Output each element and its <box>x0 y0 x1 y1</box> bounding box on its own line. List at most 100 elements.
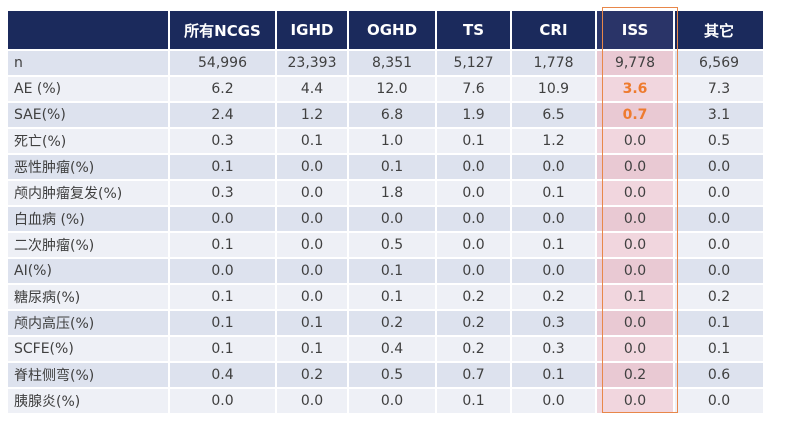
adverse-events-table: 所有NCGS IGHD OGHD TS CRI ISS 其它 n 54,996 23… <box>6 9 765 415</box>
table-cell: 0.4 <box>170 363 275 387</box>
header-oghd: OGHD <box>349 11 435 49</box>
table-cell: 0.1 <box>170 337 275 361</box>
table-cell: 0.3 <box>170 129 275 153</box>
header-iss: ISS <box>597 11 673 49</box>
table-cell: 0.0 <box>675 233 763 257</box>
table-cell: 0.1 <box>170 311 275 335</box>
table-cell: 0.0 <box>512 259 595 283</box>
table-cell: 5,127 <box>437 51 510 75</box>
table-cell: 0.1 <box>675 311 763 335</box>
table-cell: 0.1 <box>349 155 435 179</box>
table-cell: 0.0 <box>597 129 673 153</box>
table-cell: 0.2 <box>437 337 510 361</box>
table-cell: 23,393 <box>277 51 347 75</box>
table-row: 二次肿瘤(%) 0.1 0.0 0.5 0.0 0.1 0.0 0.0 <box>8 233 763 257</box>
table-cell: 0.2 <box>675 285 763 309</box>
table-row: n 54,996 23,393 8,351 5,127 1,778 9,778 6,569 <box>8 51 763 75</box>
table-cell: 0.1 <box>512 233 595 257</box>
table-cell: 0.1 <box>437 389 510 413</box>
table-cell: 1.0 <box>349 129 435 153</box>
table-cell: 0.1 <box>277 311 347 335</box>
table-cell: 3.1 <box>675 103 763 127</box>
row-label: 糖尿病(%) <box>8 285 168 309</box>
table-cell: 7.3 <box>675 77 763 101</box>
table-cell: 0.0 <box>597 389 673 413</box>
table-cell: 0.0 <box>170 207 275 231</box>
table-cell: 7.6 <box>437 77 510 101</box>
table-cell: 0.5 <box>349 363 435 387</box>
row-label: 恶性肿瘤(%) <box>8 155 168 179</box>
table-row: 颅内肿瘤复发(%) 0.3 0.0 1.8 0.0 0.1 0.0 0.0 <box>8 181 763 205</box>
table-cell: 3.6 <box>597 77 673 101</box>
table-row: 胰腺炎(%) 0.0 0.0 0.0 0.1 0.0 0.0 0.0 <box>8 389 763 413</box>
table-row: 颅内高压(%) 0.1 0.1 0.2 0.2 0.3 0.0 0.1 <box>8 311 763 335</box>
table-cell: 0.0 <box>277 207 347 231</box>
row-label: 胰腺炎(%) <box>8 389 168 413</box>
row-label: AI(%) <box>8 259 168 283</box>
table-cell: 0.3 <box>512 311 595 335</box>
table-cell: 0.5 <box>675 129 763 153</box>
table-cell: 0.4 <box>349 337 435 361</box>
table-cell: 0.3 <box>170 181 275 205</box>
table-cell: 1.2 <box>512 129 595 153</box>
table-cell: 0.0 <box>277 259 347 283</box>
table-row: 糖尿病(%) 0.1 0.0 0.1 0.2 0.2 0.1 0.2 <box>8 285 763 309</box>
header-ts: TS <box>437 11 510 49</box>
table-cell: 0.0 <box>277 155 347 179</box>
table-cell: 0.0 <box>349 389 435 413</box>
table-cell: 6,569 <box>675 51 763 75</box>
table-cell: 0.1 <box>437 129 510 153</box>
table-cell: 0.2 <box>437 285 510 309</box>
table-cell: 6.5 <box>512 103 595 127</box>
table-cell: 0.1 <box>277 129 347 153</box>
table-cell: 0.0 <box>597 233 673 257</box>
table-cell: 0.0 <box>512 155 595 179</box>
table-cell: 0.0 <box>675 259 763 283</box>
table-row: SAE(%) 2.4 1.2 6.8 1.9 6.5 0.7 3.1 <box>8 103 763 127</box>
header-all-ncgs: 所有NCGS <box>170 11 275 49</box>
table-cell: 0.0 <box>597 259 673 283</box>
row-label: 二次肿瘤(%) <box>8 233 168 257</box>
row-label: 白血病 (%) <box>8 207 168 231</box>
table-cell: 0.0 <box>277 233 347 257</box>
table-cell: 0.0 <box>437 233 510 257</box>
header-corner <box>8 11 168 49</box>
row-label: AE (%) <box>8 77 168 101</box>
table-row: 死亡(%) 0.3 0.1 1.0 0.1 1.2 0.0 0.5 <box>8 129 763 153</box>
table-cell: 0.0 <box>170 389 275 413</box>
table-cell: 0.0 <box>597 337 673 361</box>
row-label: n <box>8 51 168 75</box>
table-cell: 0.0 <box>349 207 435 231</box>
header-other: 其它 <box>675 11 763 49</box>
table-cell: 1.9 <box>437 103 510 127</box>
table-cell: 0.0 <box>597 311 673 335</box>
table-cell: 12.0 <box>349 77 435 101</box>
table-cell: 54,996 <box>170 51 275 75</box>
table-cell: 0.0 <box>512 207 595 231</box>
table-cell: 4.4 <box>277 77 347 101</box>
table-cell: 0.1 <box>349 285 435 309</box>
table-cell: 0.2 <box>512 285 595 309</box>
table-row: AI(%) 0.0 0.0 0.1 0.0 0.0 0.0 0.0 <box>8 259 763 283</box>
table-cell: 0.2 <box>597 363 673 387</box>
table-cell: 0.0 <box>277 389 347 413</box>
table-cell: 0.0 <box>675 207 763 231</box>
table-cell: 1.8 <box>349 181 435 205</box>
table-cell: 6.8 <box>349 103 435 127</box>
table-cell: 9,778 <box>597 51 673 75</box>
table-cell: 0.0 <box>437 155 510 179</box>
row-label: 死亡(%) <box>8 129 168 153</box>
table-cell: 0.3 <box>512 337 595 361</box>
table-cell: 0.0 <box>512 389 595 413</box>
table-cell: 0.6 <box>675 363 763 387</box>
header-row: 所有NCGS IGHD OGHD TS CRI ISS 其它 <box>8 11 763 49</box>
table-row: AE (%) 6.2 4.4 12.0 7.6 10.9 3.6 7.3 <box>8 77 763 101</box>
table-cell: 2.4 <box>170 103 275 127</box>
header-cri: CRI <box>512 11 595 49</box>
table-cell: 0.0 <box>597 207 673 231</box>
row-label: 脊柱侧弯(%) <box>8 363 168 387</box>
table-cell: 1,778 <box>512 51 595 75</box>
table-cell: 0.0 <box>437 181 510 205</box>
table-cell: 0.0 <box>277 181 347 205</box>
